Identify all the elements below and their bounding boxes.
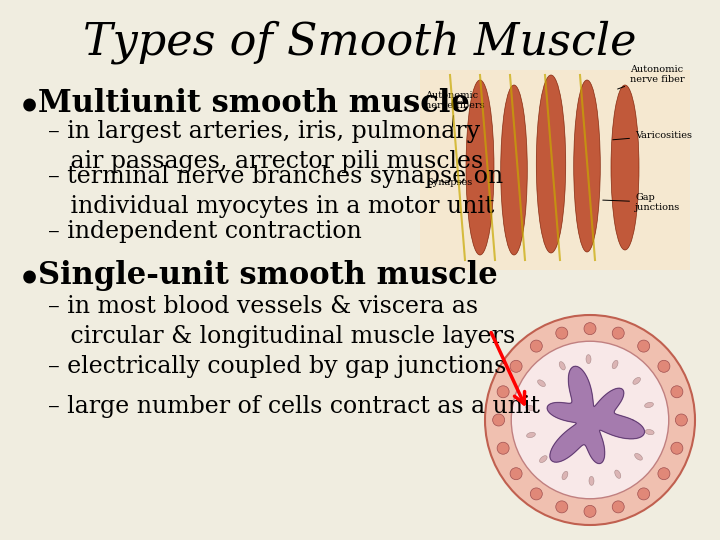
Circle shape: [671, 442, 683, 454]
Text: – in largest arteries, iris, pulmonary
   air passages, arrector pili muscles: – in largest arteries, iris, pulmonary a…: [48, 120, 483, 173]
Circle shape: [497, 442, 509, 454]
Ellipse shape: [589, 476, 594, 485]
Text: – electrically coupled by gap junctions: – electrically coupled by gap junctions: [48, 355, 506, 378]
Ellipse shape: [633, 377, 641, 384]
Circle shape: [671, 386, 683, 398]
Text: – large number of cells contract as a unit: – large number of cells contract as a un…: [48, 395, 540, 418]
Circle shape: [612, 327, 624, 339]
Ellipse shape: [586, 355, 591, 363]
Ellipse shape: [466, 80, 494, 255]
Circle shape: [492, 414, 505, 426]
Circle shape: [497, 386, 509, 398]
Circle shape: [638, 488, 649, 500]
Circle shape: [531, 340, 542, 352]
Text: •: •: [18, 90, 41, 124]
Ellipse shape: [500, 85, 527, 255]
Text: Single-unit smooth muscle: Single-unit smooth muscle: [38, 260, 498, 291]
Text: Autonomic
nerve fiber: Autonomic nerve fiber: [618, 65, 685, 89]
Circle shape: [510, 468, 522, 480]
Text: Synapses: Synapses: [426, 175, 472, 187]
Circle shape: [612, 501, 624, 513]
Ellipse shape: [538, 380, 545, 387]
Ellipse shape: [559, 362, 565, 370]
Ellipse shape: [574, 80, 600, 252]
Text: – terminal nerve branches synapse on
   individual myocytes in a motor unit: – terminal nerve branches synapse on ind…: [48, 165, 503, 218]
Ellipse shape: [611, 85, 639, 250]
Circle shape: [556, 327, 568, 339]
Text: – in most blood vessels & viscera as
   circular & longitudinal muscle layers: – in most blood vessels & viscera as cir…: [48, 295, 516, 348]
Text: Gap
junctions: Gap junctions: [603, 193, 680, 212]
Circle shape: [584, 322, 596, 335]
Ellipse shape: [634, 454, 642, 460]
Circle shape: [638, 340, 649, 352]
Polygon shape: [547, 366, 644, 463]
Ellipse shape: [526, 406, 535, 410]
Ellipse shape: [615, 470, 621, 478]
Ellipse shape: [562, 471, 568, 480]
Ellipse shape: [644, 402, 654, 408]
Circle shape: [675, 414, 688, 426]
Ellipse shape: [612, 360, 618, 369]
Circle shape: [485, 315, 695, 525]
Text: Multiunit smooth muscle: Multiunit smooth muscle: [38, 88, 470, 119]
Circle shape: [511, 341, 669, 499]
Circle shape: [658, 468, 670, 480]
Circle shape: [658, 360, 670, 372]
Circle shape: [584, 505, 596, 517]
Ellipse shape: [536, 75, 566, 253]
FancyBboxPatch shape: [420, 70, 690, 270]
Text: Varicosities: Varicosities: [613, 131, 692, 140]
Text: •: •: [18, 262, 41, 296]
Circle shape: [510, 360, 522, 372]
Text: Autonomic
nerve fibers: Autonomic nerve fibers: [425, 91, 485, 127]
Circle shape: [556, 501, 568, 513]
Text: Types of Smooth Muscle: Types of Smooth Muscle: [84, 20, 636, 64]
Circle shape: [531, 488, 542, 500]
Ellipse shape: [526, 433, 536, 437]
Ellipse shape: [645, 429, 654, 435]
Ellipse shape: [539, 456, 547, 463]
Text: – independent contraction: – independent contraction: [48, 220, 361, 243]
